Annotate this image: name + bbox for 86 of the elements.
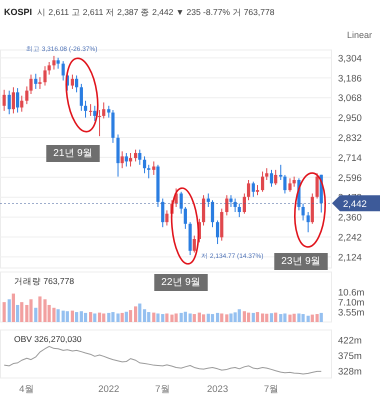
candlestick — [229, 194, 233, 208]
candlestick — [107, 105, 110, 118]
candlestick — [165, 210, 168, 226]
xtick: 2022 — [98, 384, 120, 395]
title: KOSPI — [4, 7, 32, 17]
ytick: 2,950 — [338, 113, 362, 124]
ref-label: 2,442 — [343, 198, 367, 210]
candlestick — [12, 86, 16, 114]
candlestick — [138, 149, 142, 166]
xtick: 7월 — [155, 384, 170, 395]
candlestick — [225, 194, 228, 216]
candlestick — [252, 181, 255, 198]
candlestick — [48, 61, 51, 76]
candlestick — [102, 102, 106, 119]
xtick: 2023 — [207, 384, 228, 395]
ytick: 3,068 — [338, 93, 362, 104]
annotation: 23년 9월 — [281, 256, 321, 267]
candlestick — [29, 74, 33, 95]
candlestick — [20, 95, 24, 112]
candlestick — [147, 164, 150, 179]
candlestick — [161, 198, 164, 228]
candlestick — [292, 176, 296, 188]
candlestick — [134, 149, 138, 162]
annotation: Linear — [346, 30, 372, 40]
ytick: 2,596 — [338, 172, 362, 184]
candlestick — [279, 164, 282, 180]
ytick: 7.10m — [338, 297, 364, 308]
annotation: 22년 9월 — [161, 277, 201, 288]
candlestick — [38, 76, 42, 90]
candlestick — [274, 169, 278, 186]
title: 거래량 763,778 — [14, 276, 74, 286]
candlestick — [43, 66, 47, 86]
candlestick — [98, 110, 102, 137]
title: OBV 326,270,030 — [14, 334, 82, 344]
ytick: 10.6m — [338, 287, 364, 298]
candlestick — [288, 178, 292, 192]
candlestick — [120, 150, 124, 169]
candlestick — [246, 179, 250, 201]
candlestick — [80, 83, 83, 112]
candlestick — [93, 105, 96, 122]
candlestick — [152, 160, 156, 176]
xtick: 7월 — [264, 384, 280, 395]
ytick: 3.55m — [338, 307, 364, 318]
candlestick — [52, 55, 56, 70]
candlestick — [25, 86, 28, 105]
candlestick — [84, 100, 88, 118]
candlestick — [16, 88, 20, 114]
candlestick — [242, 192, 246, 214]
candlestick — [265, 168, 268, 180]
candlestick — [202, 194, 206, 226]
ytick: 2,242 — [338, 232, 362, 244]
candlestick — [128, 152, 132, 168]
ytick: 2,360 — [338, 212, 362, 224]
candlestick — [270, 169, 274, 188]
ytick: 375m — [338, 350, 362, 362]
candlestick — [210, 200, 214, 228]
ytick: 3,186 — [338, 73, 362, 84]
candlestick — [34, 73, 38, 90]
candlestick — [2, 89, 6, 112]
candlestick — [301, 203, 305, 221]
candlestick — [306, 212, 310, 233]
candlestick — [62, 60, 65, 82]
candlestick — [8, 90, 11, 115]
ytick: 422m — [338, 335, 362, 346]
annotation: 21년 9월 — [53, 148, 93, 159]
candlestick — [74, 74, 78, 93]
candlestick — [283, 174, 287, 194]
candlestick — [180, 191, 183, 214]
candlestick — [192, 235, 196, 253]
candlestick — [316, 172, 319, 200]
ytick: 2,714 — [338, 152, 362, 164]
subtitle: 시 2,611 고 2,611 저 2,387 종 2,442 ▼ 235 -8.77% 거 763,778 — [37, 7, 274, 17]
candlestick — [238, 203, 241, 218]
ytick: 2,124 — [338, 252, 362, 264]
candlestick — [260, 171, 264, 192]
ytick: 3,304 — [338, 53, 362, 64]
candlestick — [206, 192, 210, 208]
candlestick — [216, 220, 220, 245]
candlestick — [70, 74, 74, 90]
candlestick — [89, 104, 92, 116]
ytick: 2,832 — [338, 133, 362, 144]
xtick: 4월 — [19, 384, 34, 395]
ytick: 328m — [338, 366, 362, 378]
candlestick — [184, 206, 187, 230]
candlestick — [124, 152, 128, 168]
candlestick — [256, 184, 260, 196]
